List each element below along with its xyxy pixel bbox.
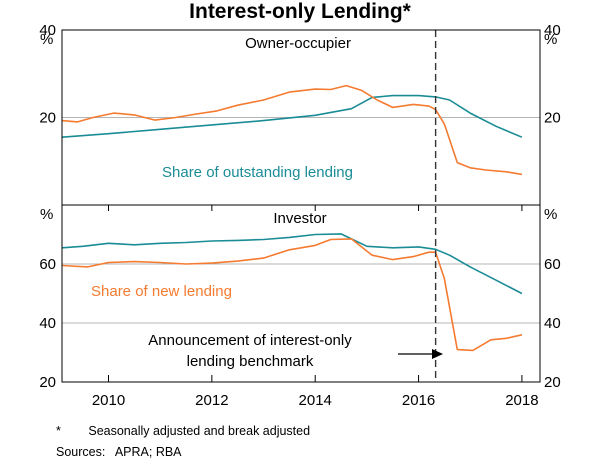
panel-title: Owner-occupier xyxy=(245,35,351,52)
x-tick-label: 2012 xyxy=(195,392,228,409)
series-label: Share of outstanding lending xyxy=(162,164,353,181)
footnote-marker: * xyxy=(56,424,61,438)
footnote: * Seasonally adjusted and break adjusted xyxy=(56,424,310,438)
x-tick-label: 2018 xyxy=(505,392,538,409)
series-line-share-of-outstanding-lending xyxy=(61,94,523,138)
chart-title: Interest-only Lending* xyxy=(189,0,412,23)
panel-title: Investor xyxy=(273,210,326,227)
y-unit-label-right: % xyxy=(544,206,557,223)
series-line-share-of-outstanding-lending xyxy=(61,233,523,295)
sources-text: APRA; RBA xyxy=(114,445,182,459)
y-tick-label-right: 20 xyxy=(544,374,561,391)
sources-note: Sources: APRA; RBA xyxy=(56,445,182,459)
y-tick-label-left: 60 xyxy=(39,256,56,273)
footnote-text: Seasonally adjusted and break adjusted xyxy=(88,424,311,438)
annotation-line-1: Announcement of interest-only xyxy=(148,332,352,349)
x-tick-label: 2016 xyxy=(402,392,435,409)
y-tick-label-right: 60 xyxy=(544,256,561,273)
y-tick-label-left: 20 xyxy=(39,374,56,391)
series-line-share-of-new-lending xyxy=(61,84,523,176)
y-tick-label-right: 40 xyxy=(544,315,561,332)
y-tick-label-right: 20 xyxy=(544,110,561,127)
labels: Owner-occupier Share of outstanding lendi… xyxy=(91,35,353,370)
series-label: Share of new lending xyxy=(91,283,232,300)
y-tick-label-right: 40 xyxy=(544,22,561,39)
axes: 2010 2012 2014 2016 2018 40 40 20 20% % 60 60 40 40 20… xyxy=(39,22,560,409)
series-line-share-of-new-lending xyxy=(61,238,523,352)
y-tick-label-left: 40 xyxy=(39,315,56,332)
x-tick-label: 2014 xyxy=(299,392,332,409)
x-tick-label: 2010 xyxy=(92,392,125,409)
sources-label: Sources: xyxy=(56,445,106,459)
series-layer xyxy=(61,30,523,382)
announcement-arrowhead xyxy=(432,349,443,359)
y-unit-label-left: % xyxy=(40,31,53,48)
y-tick-label-left: 20 xyxy=(39,110,56,127)
annotation-line-2: lending benchmark xyxy=(187,353,314,370)
plot-frame xyxy=(61,29,541,383)
y-unit-label-left: % xyxy=(40,206,53,223)
y-unit-label-right: % xyxy=(544,31,557,48)
y-tick-label-left: 40 xyxy=(39,22,56,39)
